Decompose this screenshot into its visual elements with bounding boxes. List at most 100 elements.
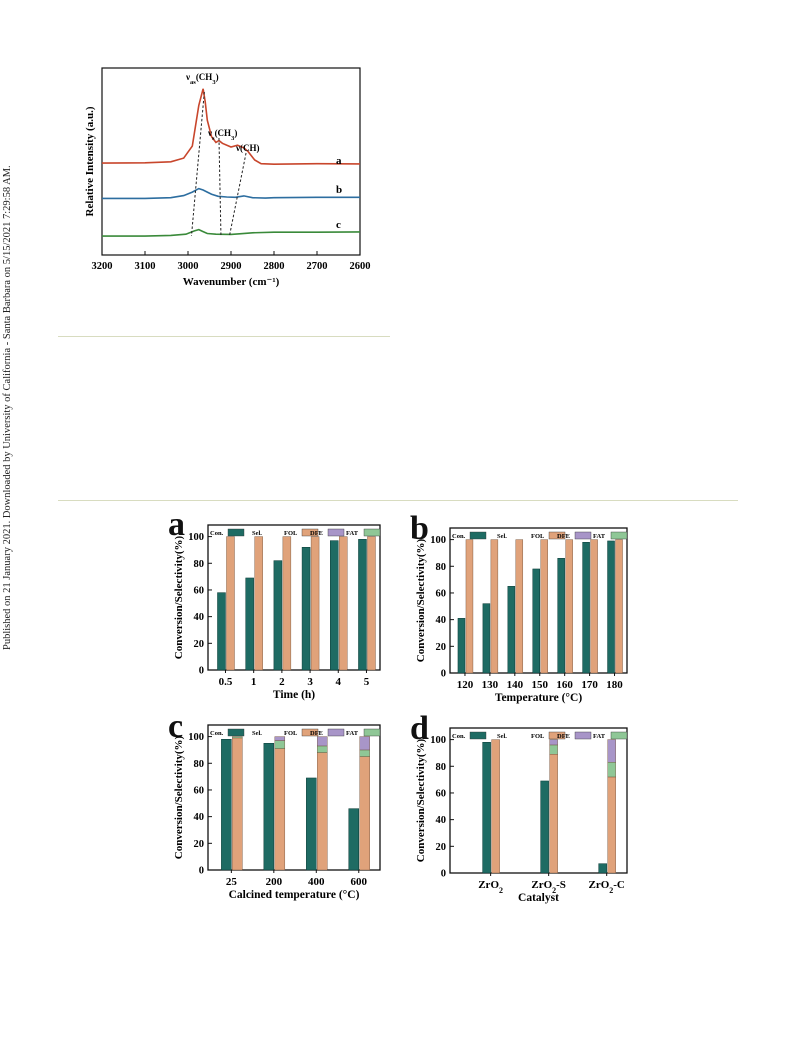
bar-dfe [549, 739, 558, 746]
legend-swatch [469, 731, 487, 740]
y-tick-label: 20 [436, 842, 447, 853]
x-axis-label: Temperature (°C) [495, 692, 582, 704]
legend-swatch [301, 528, 319, 537]
bar-fol [490, 539, 499, 674]
bar-chart-d: 0 20 40 60 80 100 Con. Sel. FOL DFE FAT ZrO2 ZrO2-S Z… [415, 727, 628, 904]
x-tick-label: 4 [336, 676, 342, 688]
bar-dfe [359, 736, 370, 751]
x-tick-label: 400 [308, 876, 325, 888]
bar-fol [515, 539, 524, 674]
legend-swatch [548, 731, 566, 740]
y-tick-label: 40 [436, 815, 447, 826]
legend-swatch [574, 531, 592, 540]
x-tick-label: 0.5 [219, 676, 233, 688]
bar-fol [465, 539, 474, 674]
y-tick-label: 80 [436, 562, 447, 573]
bar-conversion [306, 777, 317, 871]
panel-letter-b: b [410, 510, 429, 547]
bar-conversion [217, 592, 226, 671]
bar-conversion [557, 558, 565, 674]
y-tick-label: 40 [194, 612, 205, 623]
ir-x-tick-label: 2900 [221, 261, 242, 272]
ir-series-label-b: b [336, 184, 342, 196]
y-tick-label: 40 [194, 812, 205, 823]
bar-fat [607, 762, 616, 778]
x-tick-label: ZrO2-C [588, 879, 624, 895]
y-axis-label: Conversion/Selectivity(%) [415, 538, 427, 662]
bar-fol [282, 536, 292, 671]
x-axis-label: Catalyst [518, 892, 559, 904]
legend-label: FAT [346, 530, 359, 537]
legend-swatch [610, 731, 628, 740]
ir-guide-line-0 [190, 91, 205, 237]
plot-frame [449, 727, 628, 874]
bar-fol [254, 536, 263, 671]
bar-fat [274, 740, 286, 749]
legend-swatch [227, 728, 245, 737]
bar-fol [310, 536, 320, 671]
y-tick-label: 20 [194, 839, 205, 850]
y-tick-label: 80 [436, 762, 447, 773]
bar-conversion [221, 739, 232, 871]
bar-conversion [301, 547, 311, 671]
y-tick-label: 0 [199, 666, 204, 677]
ir-annotation-1: νs(CH3) [207, 128, 237, 142]
legend-label: FAT [593, 533, 606, 540]
y-tick-label: 100 [430, 735, 446, 746]
x-tick-label: 170 [581, 679, 598, 691]
bar-fol [615, 539, 623, 674]
legend-label: Con. [210, 730, 224, 737]
x-tick-label: ZrO2 [478, 879, 503, 895]
legend-label: FOL [531, 733, 545, 740]
bar-fol [540, 539, 548, 674]
legend-swatch [327, 528, 345, 537]
ir-guide-line-1 [218, 137, 222, 237]
legend-label: FAT [593, 733, 606, 740]
bar-fat [549, 744, 558, 755]
ir-plot-frame [101, 67, 361, 256]
y-tick-label: 20 [436, 642, 447, 653]
bar-fol [491, 739, 500, 874]
bar-conversion [348, 808, 360, 871]
legend-label: Con. [452, 733, 466, 740]
legend-swatch [363, 728, 381, 737]
legend-label: DFE [557, 533, 570, 540]
bar-fol [359, 756, 370, 871]
y-tick-label: 100 [430, 535, 446, 546]
panel-letter-a: a [168, 506, 185, 543]
ir-annotation-2: ν(CH) [235, 143, 260, 153]
bar-conversion [582, 542, 590, 674]
legend-label: Con. [210, 530, 224, 537]
plot-frame [207, 524, 381, 671]
bar-dfe [317, 736, 328, 747]
panel-letter-d: d [410, 710, 429, 747]
divider-middle [58, 500, 738, 501]
bar-conversion [482, 603, 491, 674]
bar-fol [232, 737, 243, 871]
bar-fol [339, 536, 348, 671]
y-axis-label: Conversion/Selectivity(%) [415, 738, 427, 862]
bar-fol [317, 752, 328, 871]
bar-fol [226, 536, 235, 671]
bar-conversion [457, 618, 466, 674]
y-tick-label: 0 [441, 669, 446, 680]
legend-swatch [301, 728, 319, 737]
x-tick-label: 150 [531, 679, 548, 691]
ir-spectrum-chart: a b c νas(CH3) νs(CH3)ν(CH) 3200 3100 3000 2900 2… [84, 67, 371, 288]
y-tick-label: 80 [194, 559, 205, 570]
y-tick-label: 60 [436, 588, 447, 599]
bar-chart-b: 0 20 40 60 80 100 Con. Sel. FOL DFE FAT 120 130 140 15… [415, 527, 628, 704]
bar-conversion [607, 540, 615, 674]
x-tick-label: 180 [606, 679, 623, 691]
legend-label: Con. [452, 533, 466, 540]
bar-dfe [274, 736, 286, 741]
ir-guide-line-2 [228, 152, 247, 237]
bar-conversion [532, 568, 540, 674]
legend-swatch [363, 528, 381, 537]
x-tick-label: 120 [457, 679, 474, 691]
y-tick-label: 60 [194, 585, 205, 596]
bar-conversion [273, 560, 283, 671]
bar-conversion [245, 577, 254, 671]
y-axis-label: Conversion/Selectivity(%) [173, 735, 185, 859]
y-tick-label: 60 [436, 788, 447, 799]
